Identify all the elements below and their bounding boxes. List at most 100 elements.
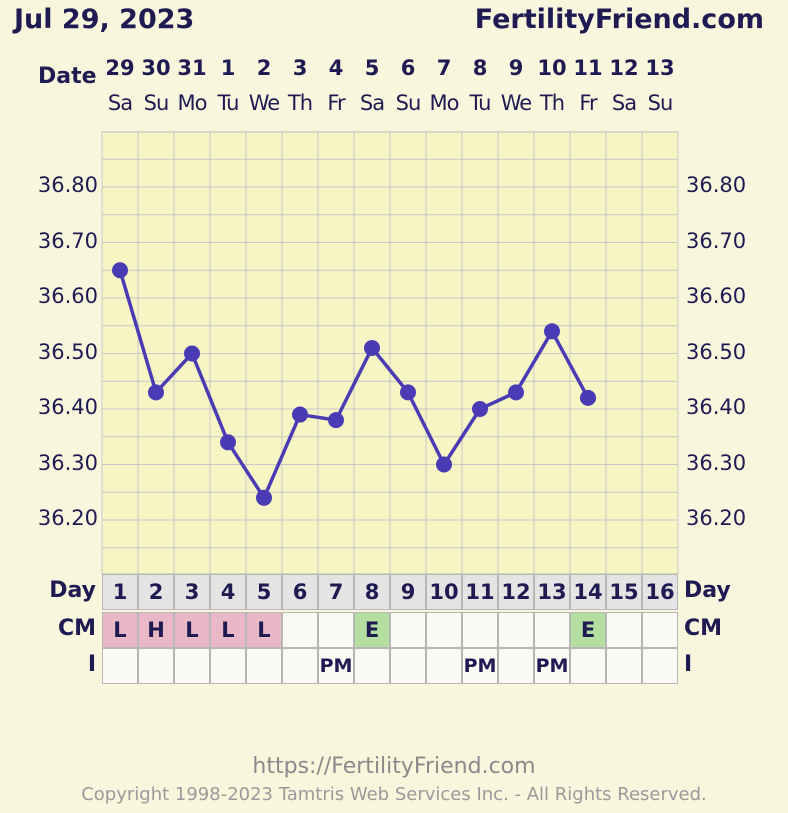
intercourse-cell [570, 648, 606, 684]
temperature-point [400, 384, 416, 401]
x-tick-date: 31 [177, 56, 207, 80]
footer-url[interactable]: https://FertilityFriend.com [252, 754, 536, 779]
cm-cell [606, 612, 642, 648]
cycle-day-cell: 10 [426, 574, 462, 610]
intercourse-cell [390, 648, 426, 684]
x-tick-weekday: Su [143, 91, 170, 115]
cycle-day-cell: 13 [534, 574, 570, 610]
row-label: Day [684, 578, 731, 603]
temperature-point [112, 262, 128, 279]
x-tick-date: 12 [609, 56, 639, 80]
intercourse-cell [426, 648, 462, 684]
x-tick-date: 5 [364, 56, 380, 80]
x-tick-weekday: Su [647, 91, 674, 115]
x-tick-date: 11 [573, 56, 603, 80]
cm-cell [534, 612, 570, 648]
cycle-day-cell: 2 [138, 574, 174, 610]
intercourse-cell [606, 648, 642, 684]
y-tick-label-right: 36.20 [686, 506, 747, 530]
site-title: FertilityFriend.com [474, 4, 764, 35]
footer-copyright: Copyright 1998-2023 Tamtris Web Services… [81, 784, 707, 805]
chart-date: Jul 29, 2023 [14, 4, 195, 35]
intercourse-cell: PM [462, 648, 498, 684]
y-tick-label-left: 36.40 [37, 395, 98, 419]
cycle-day-cell: 3 [174, 574, 210, 610]
temperature-point [472, 401, 488, 417]
row-label: CM [57, 616, 96, 641]
y-tick-label-right: 36.40 [686, 395, 747, 419]
cm-cell [318, 612, 354, 648]
row-label: Day [49, 578, 96, 603]
intercourse-cell: PM [534, 648, 570, 684]
y-tick-label-right: 36.60 [686, 284, 747, 308]
cycle-day-cell: 4 [210, 574, 246, 610]
y-tick-label-right: 36.30 [686, 450, 747, 475]
intercourse-cell [138, 648, 174, 684]
temperature-point [580, 389, 596, 406]
x-tick-weekday: Sa [107, 91, 133, 115]
x-tick-date: 3 [292, 56, 308, 80]
x-tick-date: 7 [436, 56, 452, 80]
cm-cell [462, 612, 498, 648]
cm-cell: L [210, 612, 246, 648]
temperature-point [328, 412, 344, 429]
row-label: I [87, 652, 96, 677]
cycle-day-cell: 16 [642, 574, 678, 610]
intercourse-cell: PM [318, 648, 354, 684]
intercourse-cell [246, 648, 282, 684]
temperature-point [508, 384, 524, 401]
x-tick-weekday: Tu [469, 91, 492, 115]
cm-cell: L [174, 612, 210, 648]
x-tick-weekday: We [500, 91, 532, 115]
x-tick-date: 4 [328, 56, 344, 80]
y-tick-label-left: 36.30 [37, 450, 98, 475]
x-tick-weekday: Sa [359, 91, 385, 115]
row-label: CM [684, 616, 723, 641]
y-tick-label-right: 36.50 [686, 339, 747, 364]
x-tick-weekday: Th [539, 91, 565, 115]
x-tick-weekday: Fr [579, 91, 597, 115]
temperature-point [184, 345, 200, 362]
cycle-day-cell: 6 [282, 574, 318, 610]
cycle-day-cell: 15 [606, 574, 642, 610]
cycle-day-cell: 9 [390, 574, 426, 610]
cm-cell [642, 612, 678, 648]
y-tick-label-left: 36.20 [37, 506, 98, 530]
x-tick-date: 30 [141, 56, 171, 80]
y-tick-label-left: 36.80 [37, 173, 98, 197]
temperature-point [436, 456, 452, 473]
temperature-point [292, 406, 308, 423]
cycle-day-cell: 5 [246, 574, 282, 610]
cycle-day-cell: 1 [102, 574, 138, 610]
x-tick-date: 6 [400, 56, 416, 80]
x-tick-date: 13 [645, 56, 675, 80]
intercourse-cell [642, 648, 678, 684]
temperature-point [364, 339, 380, 356]
cm-cell [390, 612, 426, 648]
intercourse-cell [210, 648, 246, 684]
cm-cell: H [138, 612, 174, 648]
temperature-point [220, 434, 236, 451]
intercourse-cell [282, 648, 318, 684]
cycle-day-cell: 12 [498, 574, 534, 610]
cm-cell: L [246, 612, 282, 648]
cm-cell [426, 612, 462, 648]
cm-cell: E [354, 612, 390, 648]
temperature-point [148, 384, 164, 401]
x-tick-weekday: Sa [611, 91, 637, 115]
intercourse-cell [498, 648, 534, 684]
x-tick-weekday: Fr [327, 91, 345, 115]
date-row-label: Date [38, 64, 97, 89]
cm-cell [498, 612, 534, 648]
cm-cell [282, 612, 318, 648]
y-tick-label-left: 36.70 [37, 228, 98, 253]
row-label: I [684, 652, 693, 677]
cycle-day-cell: 8 [354, 574, 390, 610]
x-tick-weekday: Tu [217, 91, 240, 115]
cm-cell: L [102, 612, 138, 648]
y-tick-label-left: 36.50 [37, 339, 98, 364]
intercourse-cell [102, 648, 138, 684]
cycle-day-cell: 14 [570, 574, 606, 610]
temperature-point [256, 489, 272, 506]
